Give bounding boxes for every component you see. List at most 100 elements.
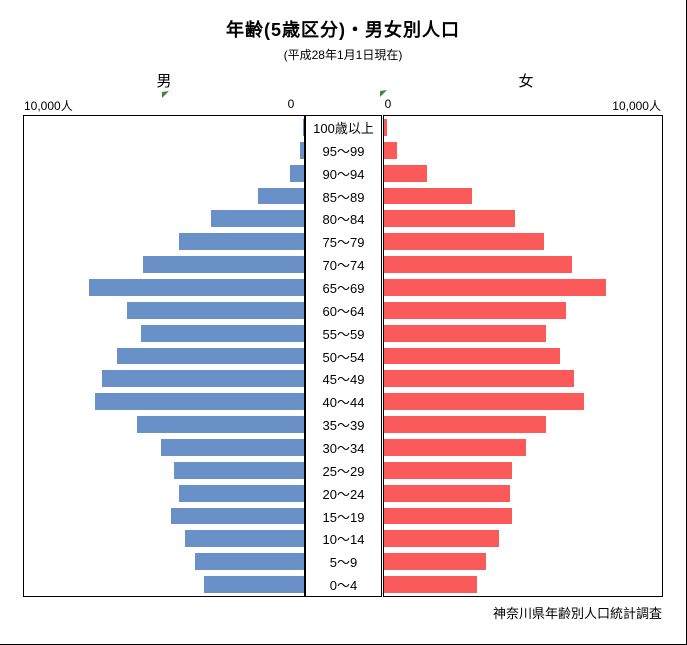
age-label-row: 70〜74 [306,253,381,276]
age-group-label: 50〜54 [322,349,365,365]
age-group-label: 75〜79 [322,235,365,251]
age-label-row: 15〜19 [306,505,381,528]
female-bar [384,278,607,296]
male-bar [195,553,304,571]
female-bar [384,187,472,205]
female-bar [384,301,566,319]
male-bar [95,393,304,411]
male-bar [303,118,304,136]
chart-title: 年齢(5歳区分)・男女別人口 [226,20,460,40]
age-group-label: 20〜24 [322,486,365,502]
male-bar-row [24,207,304,230]
female-bar-row [384,459,662,482]
male-bar [116,347,304,365]
female-bar [384,553,487,571]
male-bar [88,278,304,296]
green-triangle-marker-male [162,91,169,98]
age-group-label: 55〜59 [322,326,365,342]
female-bar-row [384,139,662,162]
age-group-label: 65〜69 [322,280,365,296]
female-bar [384,164,427,182]
age-label-row: 30〜34 [306,436,381,459]
female-bar [384,484,511,502]
age-label-row: 85〜89 [306,185,381,208]
female-bar-row [384,322,662,345]
male-bar-row [24,550,304,573]
age-label-row: 95〜99 [306,139,381,162]
female-bar-row [384,573,662,596]
female-bar [384,576,477,594]
male-bar [299,141,304,159]
female-bar-row [384,413,662,436]
male-bar-row [24,345,304,368]
male-bar [102,370,304,388]
male-bar [178,233,304,251]
female-bar [384,118,388,136]
age-label-row: 5〜9 [306,550,381,573]
age-group-label: 30〜34 [322,440,365,456]
age-label-row: 90〜94 [306,162,381,185]
age-group-label: 45〜49 [322,372,365,388]
female-bar-row [384,207,662,230]
male-bar [126,301,304,319]
male-bar-row [24,299,304,322]
age-label-row: 25〜29 [306,459,381,482]
age-group-label: 10〜14 [322,532,365,548]
age-group-label: 15〜19 [322,509,365,525]
age-group-label: 25〜29 [322,463,365,479]
age-label-row: 60〜64 [306,299,381,322]
female-bar [384,393,585,411]
age-group-label: 70〜74 [322,258,365,274]
female-bar-row [384,253,662,276]
age-label-row: 50〜54 [306,345,381,368]
age-label-row: 20〜24 [306,482,381,505]
female-bar [384,347,560,365]
age-label-row: 35〜39 [306,413,381,436]
age-group-label: 40〜44 [322,395,365,411]
male-bar-row [24,276,304,299]
male-bar [290,164,304,182]
female-column-header: 女 [518,73,534,90]
male-bar-row [24,253,304,276]
male-bar [203,576,304,594]
chart-subtitle: (平成28年1月1日現在) [283,48,403,62]
female-bar-row [384,116,662,139]
female-bars-plot-area [383,115,663,597]
female-bar-row [384,367,662,390]
male-bar [185,530,304,548]
male-bar [142,256,304,274]
right-axis-max-label: 10,000人 [612,99,661,113]
left-axis-zero-label: 0 [287,97,295,111]
female-bar-row [384,482,662,505]
age-label-row: 80〜84 [306,207,381,230]
age-group-label: 0〜4 [329,578,358,594]
right-axis-zero-label: 0 [384,97,392,111]
male-bar-row [24,139,304,162]
male-bar [136,416,304,434]
male-bars-plot-area [23,115,305,597]
male-bar-row [24,573,304,596]
female-bar-row [384,390,662,413]
male-bar [160,439,304,456]
source-note: 神奈川県年齢別人口統計調査 [492,606,662,621]
female-bar [384,416,546,434]
female-bar-row [384,527,662,550]
female-bar-row [384,230,662,253]
age-group-label-column: 100歳以上 95〜99 90〜94 85〜89 80〜84 75〜79 70〜74 65〜6… [305,115,382,597]
male-bar-row [24,505,304,528]
male-bar [170,507,304,525]
age-label-row: 55〜59 [306,322,381,345]
age-label-row: 10〜14 [306,527,381,550]
age-group-label: 80〜84 [322,212,365,228]
male-bar-row [24,527,304,550]
male-column-header: 男 [156,73,172,90]
female-bar [384,210,515,228]
age-group-label: 5〜9 [329,555,358,571]
age-label-row: 45〜49 [306,367,381,390]
female-bar [384,461,512,479]
male-bar-row [24,367,304,390]
age-group-label: 35〜39 [322,418,365,434]
age-group-label: 60〜64 [322,303,365,319]
female-bar [384,530,500,548]
male-bar-row [24,436,304,459]
